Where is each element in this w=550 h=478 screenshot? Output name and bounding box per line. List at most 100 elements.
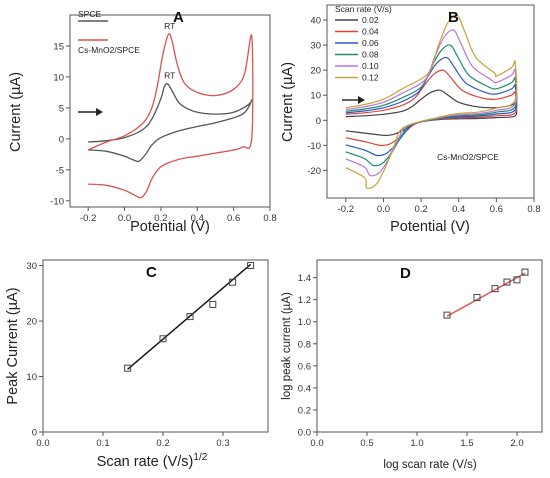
x-tick-label-d: 2.0: [510, 438, 523, 449]
y-axis-title-d: log peak current (µA): [281, 292, 293, 400]
x-tick-label-c: 0.2: [156, 438, 169, 449]
y-tick-label-a: 5: [59, 103, 64, 114]
y-tick-label-d: 1.0: [298, 317, 311, 328]
y-tick-label-d: 1.2: [298, 295, 311, 306]
x-tick-label-b: 0.8: [527, 204, 540, 215]
annotation-electrode-b: Cs-MnO2/SPCE: [437, 152, 499, 162]
series-line-b-0-12: [345, 14, 518, 190]
y-tick-label-a: -10: [50, 196, 64, 207]
data-point-d: [473, 293, 481, 301]
data-point-c: [186, 313, 194, 321]
ticks-b: -0.2 0.0 0.2 0.4 0.6 0.8 -20 -10 0 10 20 30 40: [307, 16, 540, 215]
data-point-c: [247, 262, 255, 270]
legend-label-b-0-08: 0.08: [362, 50, 379, 60]
y-axis-title-a: Current (µA): [8, 72, 24, 152]
y-axis-title-c: Peak Current (µA): [5, 287, 21, 404]
y-tick-label-a: 15: [53, 41, 64, 52]
y-tick-label-c: 20: [26, 317, 37, 328]
plot-area-a: [69, 14, 271, 208]
ticks-d: 0.0 0.5 1.0 1.5 2.0 0.0 0.2 0.4 0.6 0.8 1.0 1.2 1.4: [298, 273, 524, 449]
x-axis-title-c-sup: 1/2: [193, 452, 207, 463]
data-point-c: [229, 278, 237, 286]
y-tick-label-d: 1.4: [298, 273, 311, 284]
x-tick-label-b: 0.6: [490, 204, 503, 215]
x-tick-label-d: 1.0: [410, 438, 423, 449]
data-point-c: [159, 335, 167, 343]
y-tick-label-d: 0.0: [298, 428, 311, 439]
y-tick-label-b: 40: [310, 16, 321, 27]
x-tick-label-a: 0.2: [154, 213, 167, 224]
legend-b: 0.02 0.040.06 0.080.10 0.12: [335, 15, 379, 83]
data-point-d: [491, 285, 499, 293]
legend-title-b: Scan rate (V/s): [335, 4, 392, 14]
y-tick-label-b: -10: [307, 141, 321, 152]
panel-label-b: B: [448, 9, 459, 26]
y-tick-label-c: 0: [32, 428, 37, 439]
data-point-d: [443, 311, 451, 319]
x-tick-label-a: 0.8: [263, 213, 276, 224]
y-tick-label-c: 10: [26, 372, 37, 383]
y-tick-label-a: 0: [59, 134, 64, 145]
plot-area-d: [316, 259, 543, 433]
x-tick-label-a: 0.0: [118, 213, 131, 224]
panel-a: -0.2 0.0 0.2 0.4 0.6 0.8 -10 -5 0 5 10 15 A Potenti…: [8, 9, 277, 235]
x-tick-label-a: -0.2: [80, 213, 96, 224]
y-tick-label-a: -5: [56, 165, 64, 176]
scan-direction-arrow-b: [342, 96, 365, 104]
data-point-c: [124, 364, 132, 372]
scan-direction-arrow-a: [78, 108, 103, 116]
x-axis-title-b: Potential (V): [390, 219, 470, 235]
y-tick-label-d: 0.8: [298, 339, 311, 350]
y-tick-label-b: 20: [310, 66, 321, 77]
x-tick-label-d: 0.0: [310, 438, 323, 449]
x-tick-label-c: 0.3: [216, 438, 229, 449]
series-group-a: [87, 33, 254, 199]
x-tick-label-b: -0.2: [338, 204, 354, 215]
x-tick-label-c: 0.0: [36, 438, 49, 449]
legend-a: SPCE Cs-MnO2/SPCE: [78, 9, 140, 55]
x-axis-title-d: log scan rate (V/s): [383, 459, 476, 471]
annotation-rt-gray: RT: [164, 70, 175, 80]
y-tick-label-d: 0.4: [298, 383, 311, 394]
ticks-a: -0.2 0.0 0.2 0.4 0.6 0.8 -10 -5 0 5 10 15: [50, 41, 276, 224]
legend-label-b-0-04: 0.04: [362, 27, 379, 37]
y-tick-label-b: 30: [310, 41, 321, 52]
x-tick-label-b: 0.4: [452, 204, 465, 215]
x-axis-title-c: Scan rate (V/s)1/2: [97, 452, 208, 470]
x-tick-label-b: 0.0: [377, 204, 390, 215]
y-tick-label-b: 10: [310, 91, 321, 102]
fit-line-d: [446, 272, 526, 317]
data-point-c: [209, 300, 217, 308]
panel-label-d: D: [400, 265, 411, 282]
x-tick-label-b: 0.2: [414, 204, 427, 215]
legend-label-b-0-02: 0.02: [362, 15, 379, 25]
annotation-rt-red: RT: [164, 21, 175, 31]
ticks-c: 0.0 0.1 0.2 0.3 0 10 20 30: [26, 261, 229, 449]
data-point-d: [513, 276, 521, 284]
x-tick-label-c: 0.1: [96, 438, 109, 449]
legend-label-b-0-12: 0.12: [362, 73, 379, 83]
panel-label-c: C: [146, 264, 157, 281]
y-tick-label-a: 10: [53, 72, 64, 83]
data-point-d: [503, 278, 511, 286]
legend-label-cs-mno2: Cs-MnO2/SPCE: [78, 45, 140, 55]
legend-label-b-0-06: 0.06: [362, 38, 379, 48]
panel-label-a: A: [173, 9, 184, 26]
x-tick-label-a: 0.4: [191, 213, 204, 224]
panel-c: 0.0 0.1 0.2 0.3 0 10 20 30 C Scan rate (V/s)1/2…: [5, 259, 269, 470]
x-tick-label-d: 0.5: [360, 438, 373, 449]
legend-label-spce: SPCE: [78, 9, 101, 19]
x-tick-label-d: 1.5: [460, 438, 473, 449]
panel-b: -0.2 0.0 0.2 0.4 0.6 0.8 -20 -10 0 10 20 30 40 B Pot…: [280, 4, 541, 235]
x-axis-title-c-text: Scan rate (V/s): [97, 454, 194, 470]
x-tick-label-a: 0.6: [227, 213, 240, 224]
series-group-b: [345, 14, 518, 190]
plot-area-b: [326, 4, 535, 199]
legend-label-b-0-10: 0.10: [362, 61, 379, 71]
x-axis-title-a: Potential (V): [130, 219, 210, 235]
y-axis-title-b: Current (µA): [280, 62, 296, 142]
series-group-c: [124, 262, 255, 372]
series-line-a-spce: [88, 83, 253, 163]
panel-d: 0.0 0.5 1.0 1.5 2.00.00.20.40.60.81.01.21.4 …: [281, 259, 543, 471]
